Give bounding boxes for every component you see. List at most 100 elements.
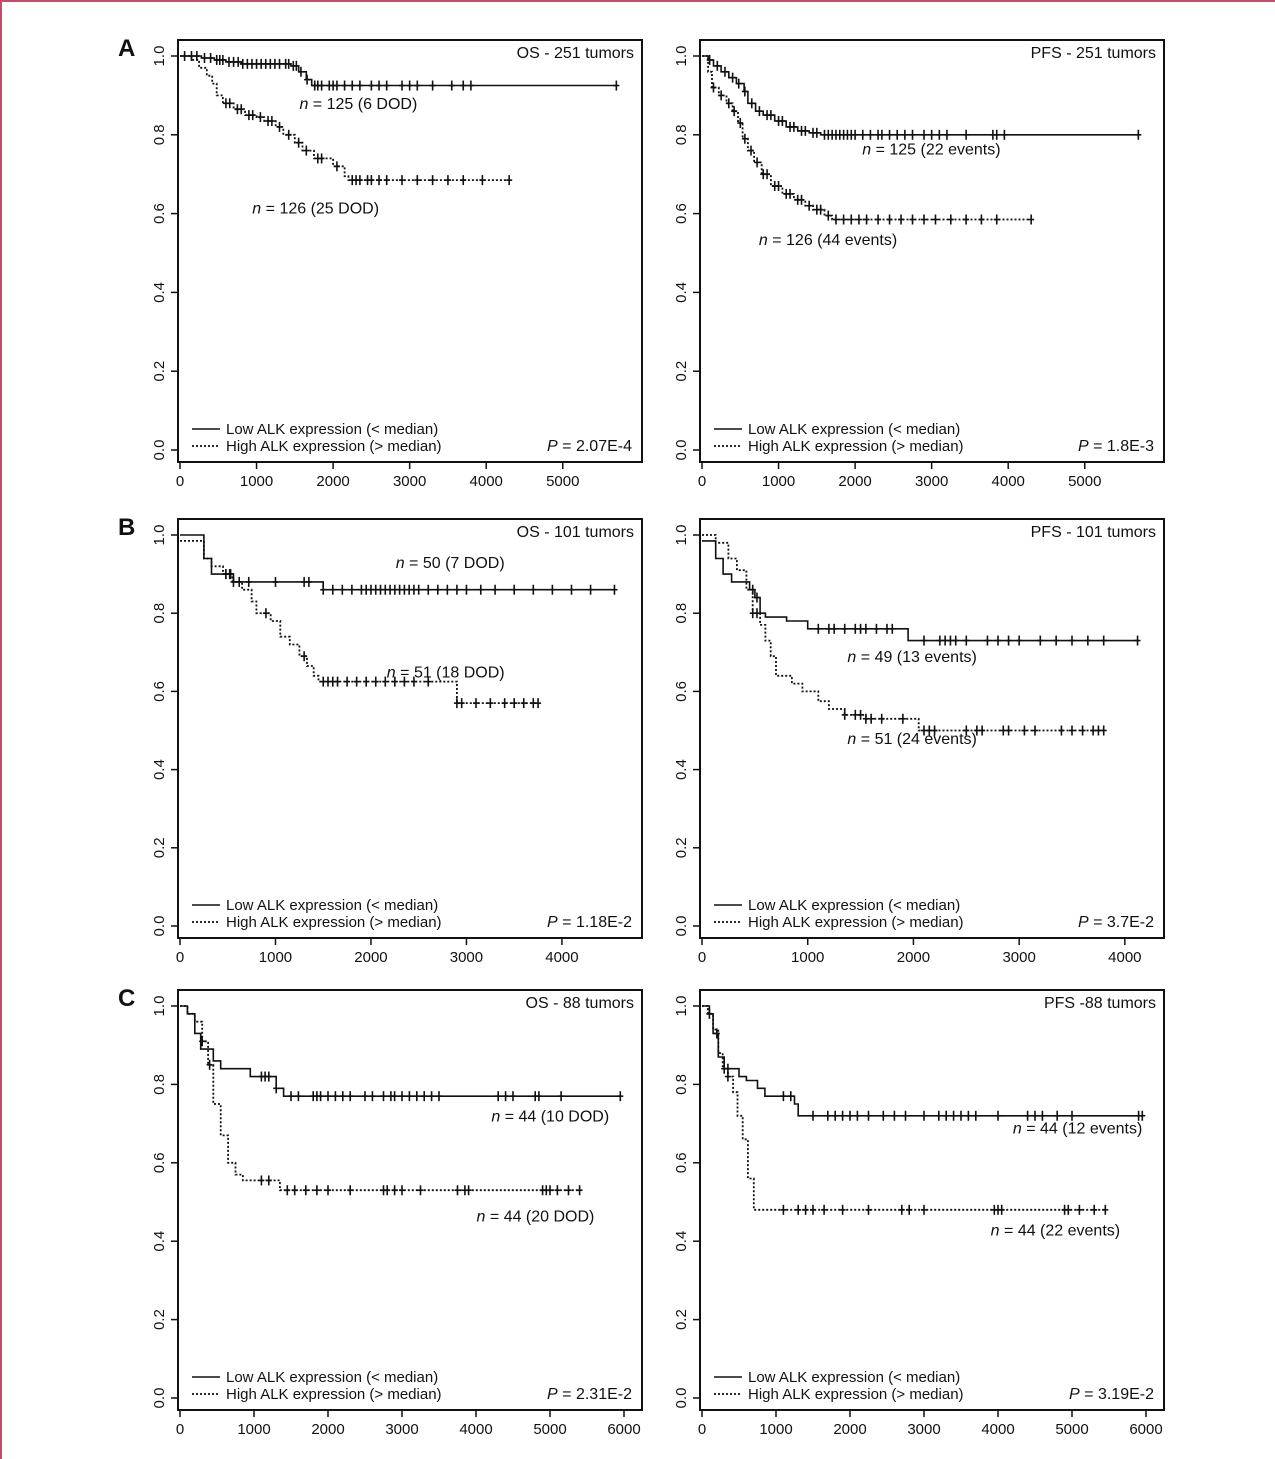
chart-title: PFS -88 tumors — [1044, 995, 1156, 1012]
x-tick-label: 4000 — [981, 1421, 1014, 1438]
n-value: = 49 (13 events) — [856, 649, 977, 666]
plot-frame — [177, 518, 643, 939]
legend-label-low: Low ALK expression (< median) — [748, 1369, 960, 1386]
n-value: = 44 (12 events) — [1022, 1120, 1143, 1137]
y-tick-label: 1.0 — [673, 996, 690, 1017]
p-symbol: P — [1078, 914, 1089, 931]
x-tick-label: 4000 — [545, 949, 578, 966]
p-symbol: P — [1069, 1386, 1080, 1403]
legend-label-high: High ALK expression (> median) — [748, 438, 964, 455]
x-tick-label: 1000 — [791, 949, 824, 966]
km-curve-high — [180, 1005, 580, 1192]
plot-frame — [699, 518, 1165, 939]
censor-marks-low — [181, 51, 620, 91]
n-annotation: n = 125 (6 DOD) — [299, 96, 417, 113]
y-tick-label: 0.0 — [673, 440, 690, 461]
y-tick-label: 0.8 — [673, 1074, 690, 1095]
n-symbol: n — [299, 96, 308, 113]
p-symbol: P — [547, 914, 558, 931]
km-curve-low — [702, 540, 1138, 642]
y-axis: 0.0 0.2 0.4 0.6 0.8 1.0 — [151, 46, 178, 461]
x-tick-label: 3000 — [907, 1421, 940, 1438]
chart-title: PFS - 101 tumors — [1031, 524, 1156, 541]
n-value: = 126 (44 events) — [768, 232, 897, 249]
p-text: = 3.7E-2 — [1089, 914, 1154, 931]
n-symbol: n — [862, 142, 871, 159]
km-panel-6: 0 1000 2000 3000 4000 5000 6000 0.0 0.2 0.4 0.6 0.8… — [673, 989, 1165, 1438]
legend: Low ALK expression (< median)High ALK ex… — [192, 897, 442, 931]
x-tick-label: 6000 — [1129, 1421, 1162, 1438]
y-tick-label: 0.0 — [151, 916, 168, 937]
km-panel-3: 0 1000 2000 3000 4000 0.0 0.2 0.4 0.6 0.8 1.0 OS - … — [151, 518, 643, 966]
n-annotation: n = 44 (22 events) — [991, 1222, 1120, 1239]
p-text: = 2.31E-2 — [558, 1386, 632, 1403]
n-value: = 125 (6 DOD) — [308, 96, 417, 113]
y-tick-label: 0.0 — [151, 1388, 168, 1409]
y-tick-label: 0.2 — [673, 837, 690, 858]
y-tick-label: 0.8 — [151, 1074, 168, 1095]
legend: Low ALK expression (< median)High ALK ex… — [714, 421, 964, 455]
x-tick-label: 4000 — [459, 1421, 492, 1438]
p-value: P = 2.31E-2 — [547, 1386, 632, 1403]
x-tick-label: 2000 — [833, 1421, 866, 1438]
km-curve-high — [702, 55, 1032, 221]
x-tick-label: 2000 — [316, 473, 349, 490]
x-axis: 0 1000 2000 3000 4000 5000 6000 — [176, 1410, 641, 1438]
censor-marks-high — [749, 608, 1107, 736]
plot-frame — [177, 989, 643, 1411]
y-tick-label: 0.8 — [151, 124, 168, 145]
n-symbol: n — [847, 731, 856, 748]
y-tick-label: 0.0 — [673, 916, 690, 937]
n-symbol: n — [847, 649, 856, 666]
n-symbol: n — [396, 555, 405, 572]
km-curve-high — [180, 55, 510, 181]
n-annotation: n = 49 (13 events) — [847, 649, 976, 666]
y-tick-label: 0.0 — [151, 440, 168, 461]
x-tick-label: 4000 — [992, 473, 1025, 490]
x-tick-label: 1000 — [762, 473, 795, 490]
n-symbol: n — [491, 1109, 500, 1126]
n-annotation: n = 51 (18 DOD) — [387, 665, 505, 682]
chart-title: OS - 251 tumors — [517, 45, 634, 62]
n-annotation: n = 44 (10 DOD) — [491, 1109, 609, 1126]
km-curve-high — [702, 534, 1104, 732]
n-annotation: n = 50 (7 DOD) — [396, 555, 505, 572]
censor-marks-low — [749, 584, 1141, 646]
n-symbol: n — [252, 201, 261, 218]
km-panel-1: 0 1000 2000 3000 4000 5000 0.0 0.2 0.4 0.6 0.8 1.0 O… — [151, 39, 643, 490]
p-value: P = 3.7E-2 — [1078, 914, 1154, 931]
y-tick-label: 0.8 — [673, 603, 690, 624]
x-tick-label: 3000 — [1002, 949, 1035, 966]
y-axis: 0.0 0.2 0.4 0.6 0.8 1.0 — [673, 525, 700, 937]
p-value: P = 1.18E-2 — [547, 914, 632, 931]
km-curve-low — [702, 1005, 1143, 1117]
n-value: = 44 (22 events) — [1000, 1222, 1121, 1239]
x-tick-label: 3000 — [393, 473, 426, 490]
n-annotation: n = 125 (22 events) — [862, 142, 1000, 159]
charts-layer: 0 1000 2000 3000 4000 5000 0.0 0.2 0.4 0.6 0.8 1.0 O… — [151, 39, 1165, 1438]
x-tick-label: 0 — [698, 473, 706, 490]
x-tick-label: 3000 — [450, 949, 483, 966]
n-value: = 51 (24 events) — [856, 731, 977, 748]
x-tick-label: 1000 — [759, 1421, 792, 1438]
y-tick-label: 1.0 — [673, 525, 690, 546]
x-tick-label: 2000 — [897, 949, 930, 966]
x-tick-label: 5000 — [533, 1421, 566, 1438]
chart-title: PFS - 251 tumors — [1031, 45, 1156, 62]
legend-label-low: Low ALK expression (< median) — [748, 897, 960, 914]
p-text: = 2.07E-4 — [558, 438, 632, 455]
legend: Low ALK expression (< median)High ALK ex… — [714, 897, 964, 931]
censor-marks-high — [710, 82, 1035, 225]
y-tick-label: 0.8 — [151, 603, 168, 624]
y-tick-label: 0.6 — [673, 1152, 690, 1173]
n-symbol: n — [1013, 1120, 1022, 1137]
n-symbol: n — [759, 232, 768, 249]
y-tick-label: 0.6 — [151, 203, 168, 224]
y-tick-label: 0.4 — [151, 1231, 168, 1252]
y-tick-label: 0.2 — [151, 361, 168, 382]
x-tick-label: 0 — [176, 949, 184, 966]
x-tick-label: 4000 — [1108, 949, 1141, 966]
km-panel-2: 0 1000 2000 3000 4000 5000 0.0 0.2 0.4 0.6 0.8 1.0 P… — [673, 39, 1165, 490]
p-symbol: P — [1078, 438, 1089, 455]
x-tick-label: 3000 — [385, 1421, 418, 1438]
